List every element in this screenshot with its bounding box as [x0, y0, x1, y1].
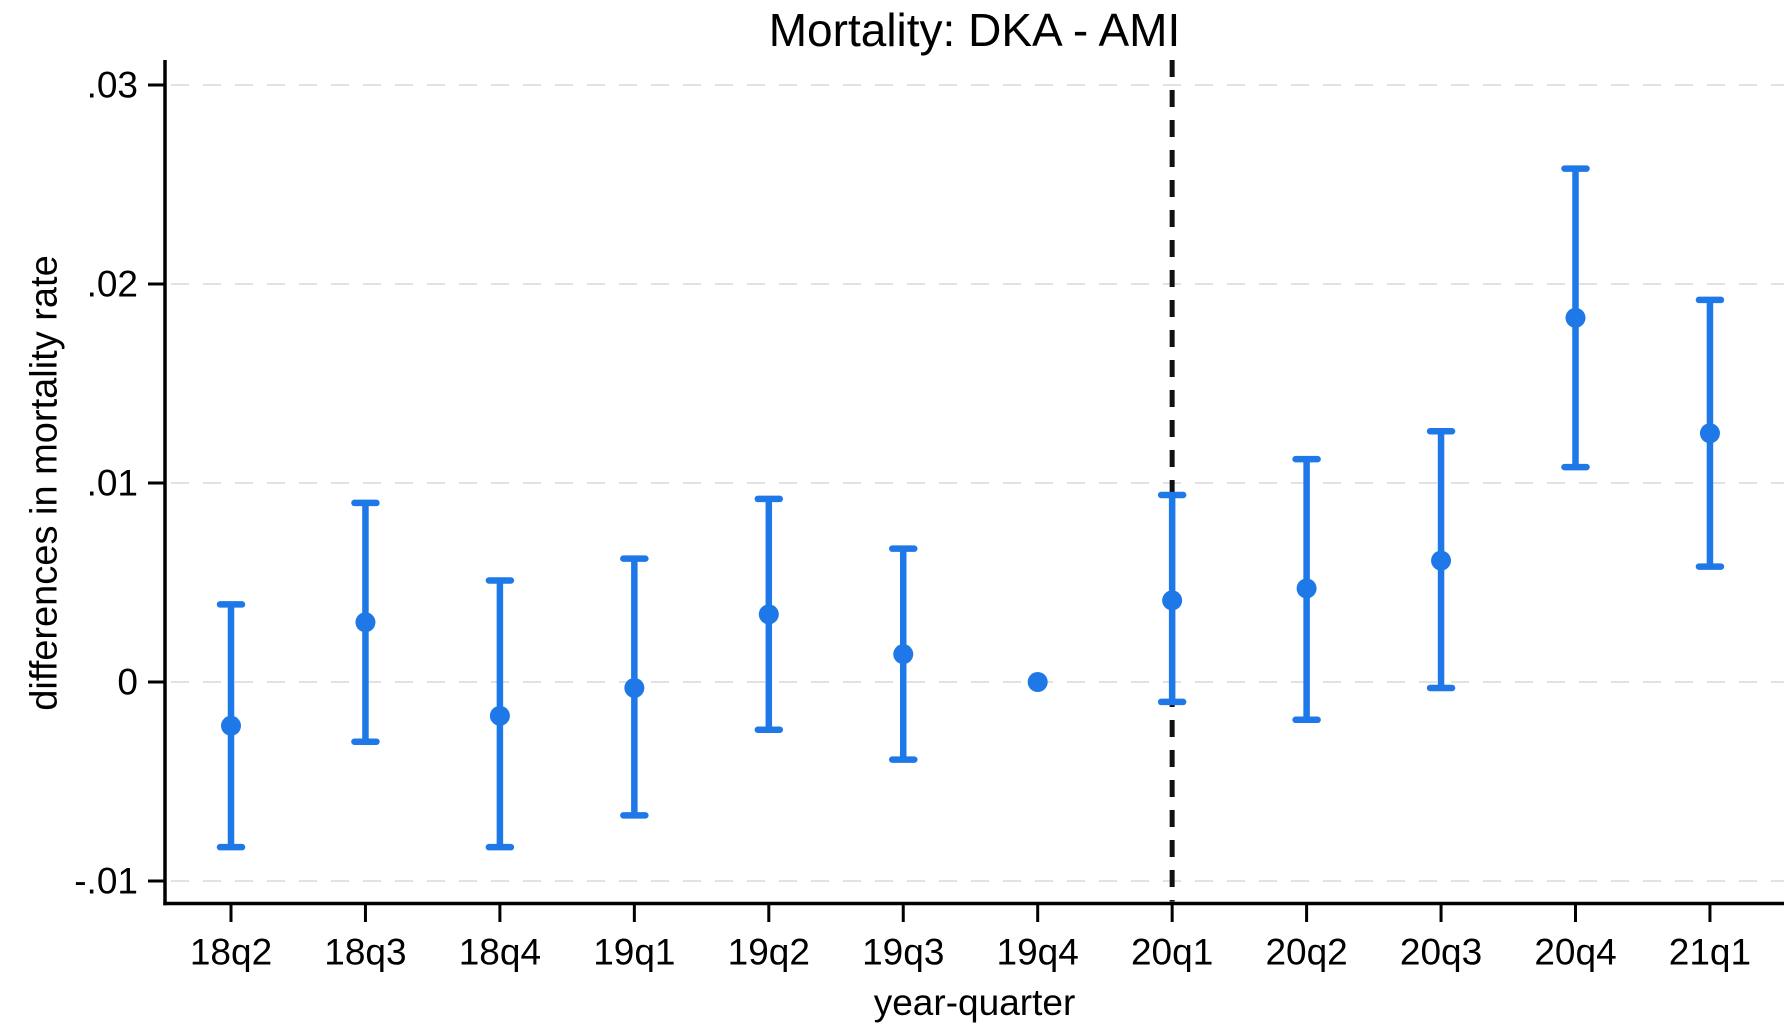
x-tick-label: 19q3 — [862, 932, 944, 973]
x-tick-label: 19q4 — [997, 932, 1079, 973]
y-tick-label: 0 — [117, 662, 138, 703]
y-tick-label: .02 — [87, 264, 138, 305]
chart-title: Mortality: DKA - AMI — [768, 4, 1181, 56]
y-tick-label: -.01 — [74, 861, 138, 902]
data-point-19q3 — [893, 644, 914, 665]
x-tick-label: 20q3 — [1400, 932, 1482, 973]
x-tick-label: 21q1 — [1669, 932, 1751, 973]
x-tick-label: 20q4 — [1534, 932, 1616, 973]
data-point-18q2 — [221, 715, 241, 736]
data-point-20q3 — [1431, 550, 1452, 571]
data-point-20q4 — [1565, 307, 1586, 328]
data-point-18q4 — [489, 705, 510, 726]
data-point-19q1 — [624, 677, 645, 698]
x-tick-label: 20q1 — [1131, 932, 1213, 973]
y-tick-label: .03 — [87, 65, 138, 106]
x-tick-label: 18q2 — [190, 932, 272, 973]
data-point-20q1 — [1162, 590, 1183, 611]
data-point-20q2 — [1296, 578, 1317, 599]
x-tick-label: 18q3 — [324, 932, 406, 973]
data-point-19q4 — [1027, 672, 1048, 692]
x-tick-label: 19q1 — [593, 932, 675, 973]
data-point-18q3 — [355, 612, 376, 633]
x-tick-label: 18q4 — [459, 932, 541, 973]
x-axis-title: year-quarter — [873, 982, 1076, 1023]
x-tick-label: 20q2 — [1265, 932, 1347, 973]
data-point-21q1 — [1699, 423, 1720, 444]
y-tick-label: .01 — [87, 463, 138, 504]
data-point-19q2 — [758, 604, 779, 625]
x-tick-label: 19q2 — [728, 932, 810, 973]
